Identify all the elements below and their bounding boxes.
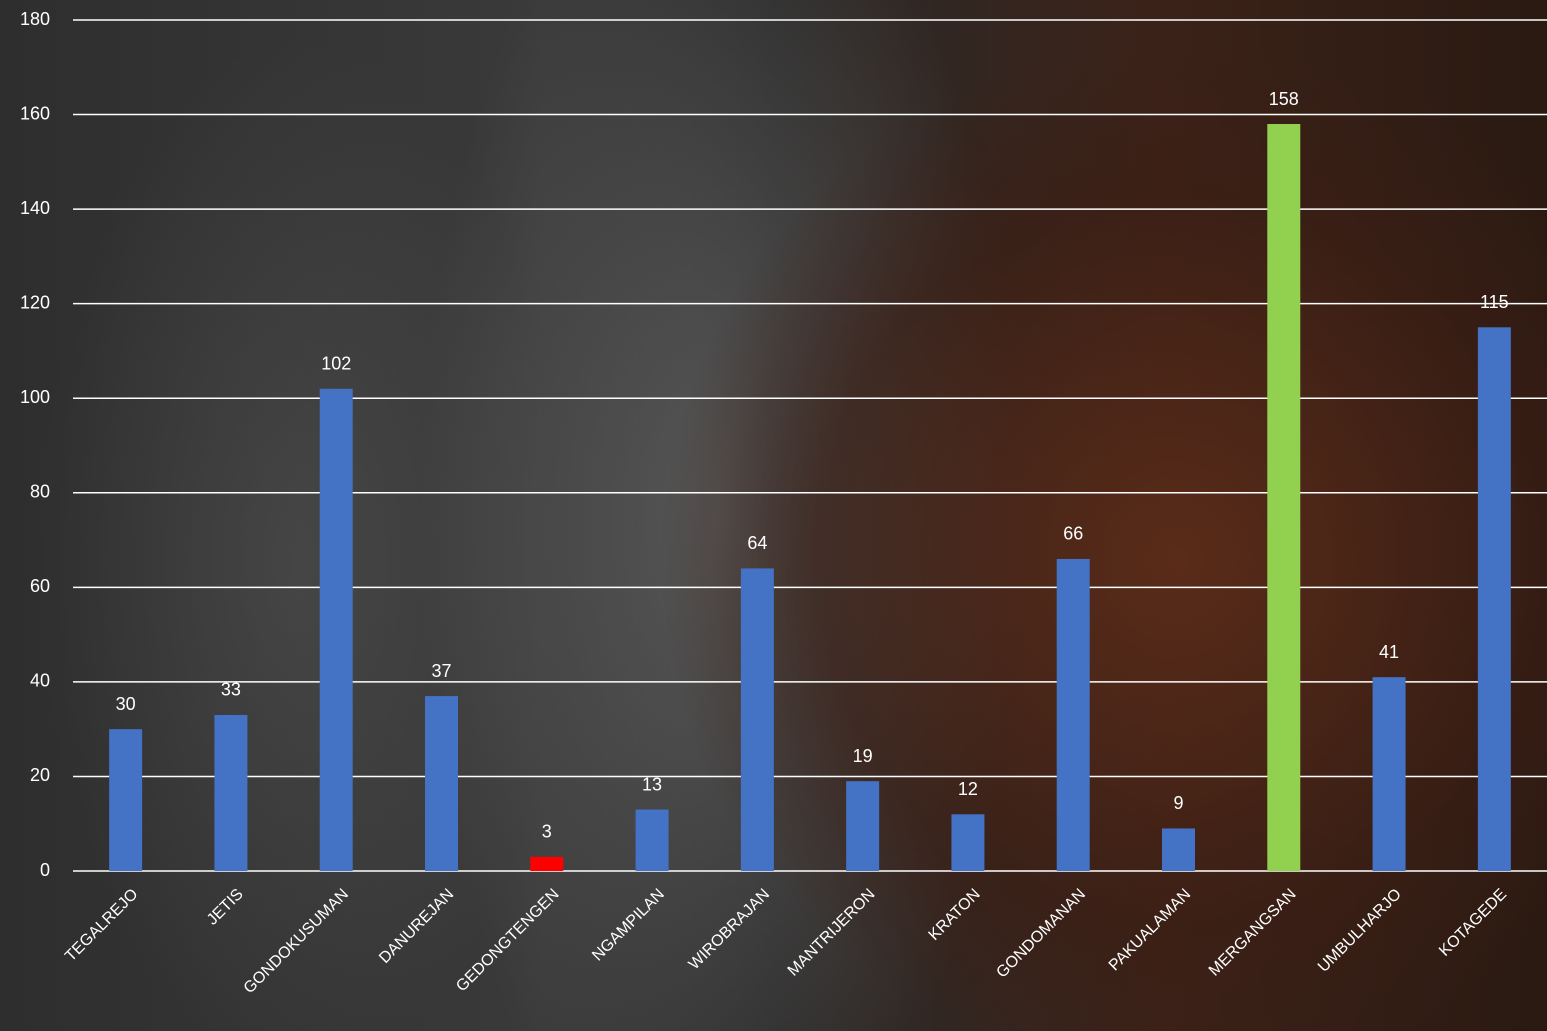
x-tick-label: JETIS	[204, 886, 247, 929]
x-tick-label: MERGANGSAN	[1206, 886, 1300, 980]
y-tick-label: 120	[20, 292, 50, 312]
value-label: 33	[221, 680, 241, 700]
x-tick-label: MANTRIJERON	[785, 886, 879, 980]
y-tick-label: 80	[30, 482, 50, 502]
x-tick-label: UMBULHARJO	[1315, 886, 1405, 976]
bar	[846, 781, 880, 871]
value-label: 158	[1269, 89, 1299, 109]
x-tick-label: DANUREJAN	[376, 886, 457, 967]
value-label: 13	[642, 774, 662, 794]
x-tick-label: WIROBRAJAN	[686, 886, 773, 973]
y-tick-label: 180	[20, 9, 50, 29]
value-label: 30	[116, 694, 136, 714]
value-label: 19	[853, 746, 873, 766]
y-tick-label: 100	[20, 387, 50, 407]
bar	[530, 856, 564, 871]
x-tick-label: NGAMPILAN	[589, 886, 668, 965]
bar	[1267, 124, 1301, 871]
y-tick-label: 0	[40, 860, 50, 880]
x-tick-label: GONDOKUSUMAN	[241, 886, 352, 997]
y-tick-label: 20	[30, 765, 50, 785]
x-tick-label: PAKUALAMAN	[1106, 886, 1195, 975]
bar	[740, 568, 774, 871]
bar	[1056, 558, 1090, 871]
value-label: 12	[958, 779, 978, 799]
bar	[319, 388, 353, 871]
y-tick-label: 60	[30, 576, 50, 596]
x-tick-label: GONDOMANAN	[993, 886, 1089, 982]
x-tick-label: KRATON	[926, 886, 984, 944]
value-label: 37	[431, 661, 451, 681]
bar	[635, 809, 669, 871]
value-label: 3	[542, 822, 552, 842]
bar	[109, 729, 143, 871]
y-tick-label: 140	[20, 198, 50, 218]
bar	[214, 714, 248, 871]
bar	[1477, 327, 1511, 871]
bar	[951, 814, 985, 871]
y-tick-label: 40	[30, 671, 50, 691]
bar	[1372, 677, 1406, 871]
value-label: 64	[747, 533, 767, 553]
y-tick-label: 160	[20, 103, 50, 123]
bar	[1162, 828, 1195, 871]
x-tick-label: TEGALREJO	[62, 886, 141, 965]
value-label: 66	[1063, 524, 1083, 544]
x-tick-label: KOTAGEDE	[1436, 886, 1510, 960]
value-label: 102	[321, 354, 351, 374]
value-label: 115	[1480, 292, 1509, 312]
value-label: 9	[1173, 793, 1183, 813]
bar	[425, 696, 458, 871]
value-label: 41	[1379, 642, 1399, 662]
x-tick-label: GEDONGTENGEN	[453, 886, 562, 995]
